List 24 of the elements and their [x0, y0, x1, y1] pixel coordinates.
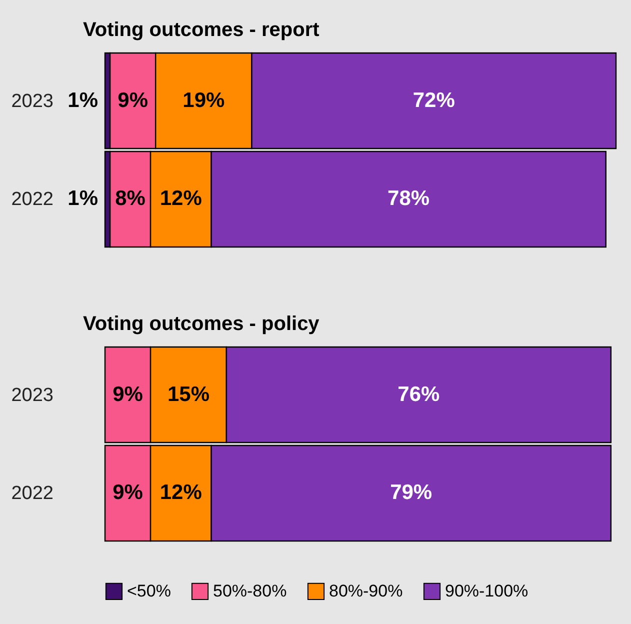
chart-title: Voting outcomes - report — [83, 19, 320, 41]
data-label: 12% — [160, 187, 202, 210]
data-label: 19% — [182, 88, 225, 112]
data-label: 76% — [398, 382, 440, 406]
y-tick-label: 2023 — [11, 384, 54, 406]
legend-label: 90%-100% — [445, 581, 528, 600]
legend-label: 80%-90% — [329, 581, 403, 600]
data-label: 72% — [412, 88, 456, 112]
legend-label: 50%-80% — [213, 581, 287, 600]
data-label: 12% — [160, 481, 202, 504]
data-label: 9% — [112, 382, 144, 406]
y-tick-label: 2022 — [11, 483, 54, 504]
data-label: 1% — [68, 187, 98, 210]
y-tick-label: 2022 — [11, 189, 54, 210]
data-label: 15% — [167, 382, 210, 406]
data-label: 1% — [68, 88, 98, 112]
y-tick-label: 2023 — [11, 90, 54, 112]
chart-title: Voting outcomes - policy — [83, 313, 320, 335]
data-label: 9% — [118, 88, 148, 112]
data-label: 78% — [388, 187, 430, 210]
legend-label: <50% — [127, 581, 171, 600]
data-label: 9% — [112, 481, 144, 504]
data-label: 8% — [115, 187, 146, 210]
data-label: 79% — [390, 481, 432, 504]
